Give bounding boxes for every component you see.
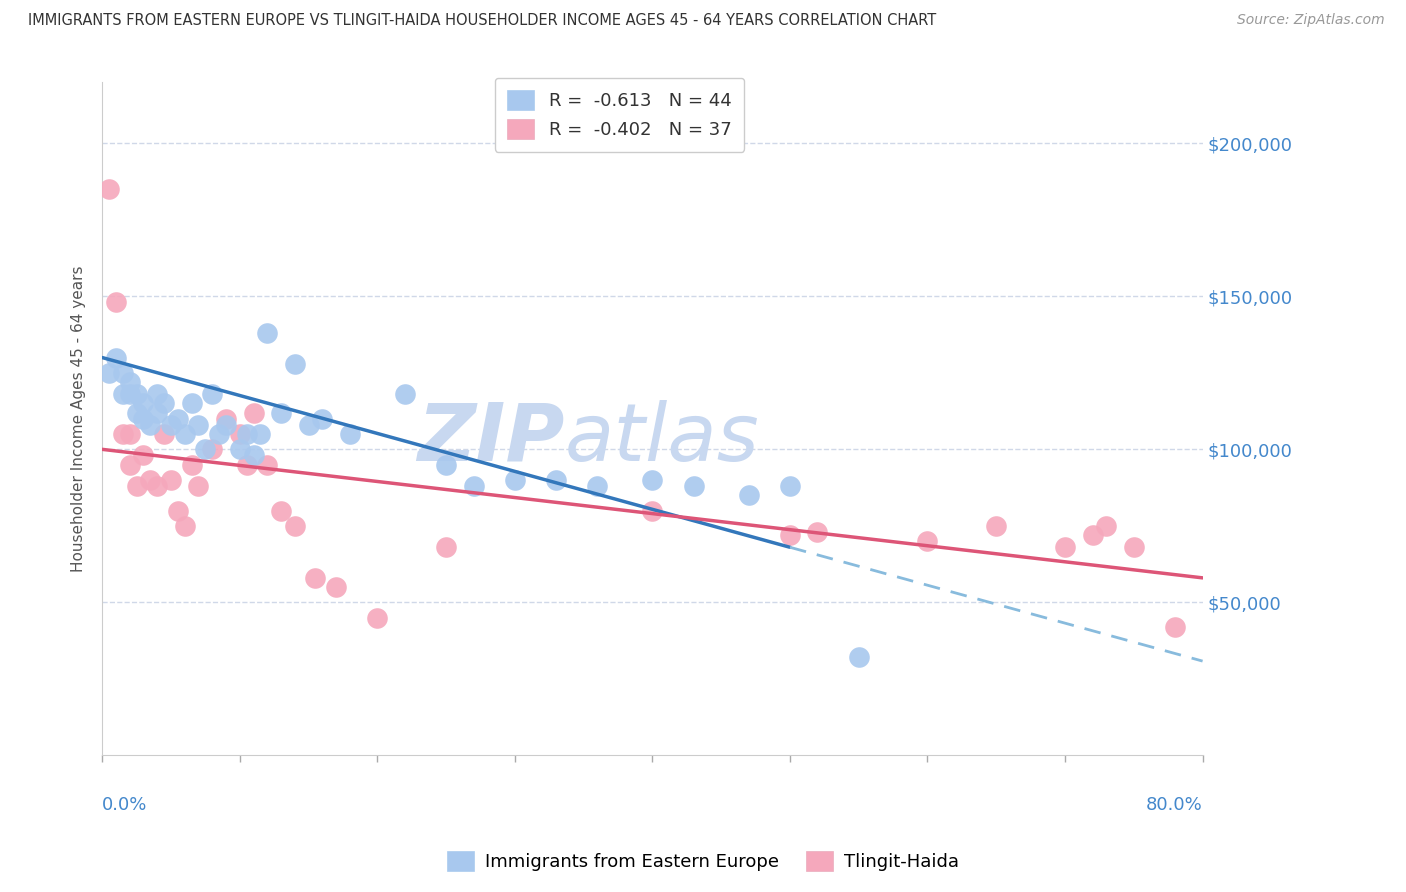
Point	[104, 351, 127, 365]
Point	[737, 488, 759, 502]
Point	[118, 427, 141, 442]
Point	[242, 406, 264, 420]
Point	[125, 406, 148, 420]
Text: 80.0%: 80.0%	[1146, 796, 1202, 814]
Point	[111, 427, 134, 442]
Point	[434, 541, 457, 555]
Point	[235, 458, 257, 472]
Point	[1122, 541, 1144, 555]
Point	[160, 473, 183, 487]
Point	[180, 458, 202, 472]
Point	[118, 387, 141, 401]
Point	[201, 387, 224, 401]
Point	[394, 387, 416, 401]
Text: Source: ZipAtlas.com: Source: ZipAtlas.com	[1237, 13, 1385, 28]
Point	[304, 571, 326, 585]
Point	[111, 387, 134, 401]
Point	[167, 503, 190, 517]
Point	[1081, 528, 1104, 542]
Point	[146, 406, 169, 420]
Point	[132, 396, 155, 410]
Point	[118, 458, 141, 472]
Point	[208, 427, 231, 442]
Point	[229, 442, 252, 457]
Point	[546, 473, 568, 487]
Point	[463, 479, 485, 493]
Point	[848, 650, 870, 665]
Point	[160, 417, 183, 432]
Point	[146, 479, 169, 493]
Point	[139, 417, 162, 432]
Point	[201, 442, 224, 457]
Point	[125, 479, 148, 493]
Point	[118, 375, 141, 389]
Point	[98, 366, 121, 380]
Point	[779, 528, 801, 542]
Point	[215, 411, 238, 425]
Point	[297, 417, 319, 432]
Point	[180, 396, 202, 410]
Point	[256, 458, 278, 472]
Point	[586, 479, 609, 493]
Point	[194, 442, 217, 457]
Point	[682, 479, 704, 493]
Point	[779, 479, 801, 493]
Point	[132, 449, 155, 463]
Point	[270, 406, 292, 420]
Text: IMMIGRANTS FROM EASTERN EUROPE VS TLINGIT-HAIDA HOUSEHOLDER INCOME AGES 45 - 64 : IMMIGRANTS FROM EASTERN EUROPE VS TLINGI…	[28, 13, 936, 29]
Point	[284, 519, 307, 533]
Point	[806, 524, 828, 539]
Point	[1054, 541, 1077, 555]
Point	[235, 427, 257, 442]
Point	[153, 427, 176, 442]
Y-axis label: Householder Income Ages 45 - 64 years: Householder Income Ages 45 - 64 years	[72, 266, 86, 572]
Point	[98, 182, 121, 196]
Point	[270, 503, 292, 517]
Text: atlas: atlas	[564, 400, 759, 478]
Point	[1095, 519, 1118, 533]
Point	[215, 417, 238, 432]
Point	[311, 411, 333, 425]
Point	[187, 479, 209, 493]
Point	[125, 387, 148, 401]
Point	[187, 417, 209, 432]
Point	[139, 473, 162, 487]
Point	[641, 473, 664, 487]
Point	[434, 458, 457, 472]
Point	[229, 427, 252, 442]
Point	[366, 610, 388, 624]
Text: 0.0%: 0.0%	[103, 796, 148, 814]
Point	[986, 519, 1008, 533]
Point	[503, 473, 526, 487]
Point	[153, 396, 176, 410]
Text: ZIP: ZIP	[418, 400, 564, 478]
Point	[111, 366, 134, 380]
Point	[641, 503, 664, 517]
Point	[256, 326, 278, 340]
Point	[284, 357, 307, 371]
Point	[325, 580, 347, 594]
Point	[249, 427, 271, 442]
Point	[1164, 620, 1187, 634]
Point	[173, 427, 195, 442]
Point	[917, 534, 939, 549]
Point	[104, 295, 127, 310]
Legend: Immigrants from Eastern Europe, Tlingit-Haida: Immigrants from Eastern Europe, Tlingit-…	[440, 844, 966, 879]
Point	[242, 449, 264, 463]
Point	[146, 387, 169, 401]
Legend: R =  -0.613   N = 44, R =  -0.402   N = 37: R = -0.613 N = 44, R = -0.402 N = 37	[495, 78, 744, 152]
Point	[173, 519, 195, 533]
Point	[132, 411, 155, 425]
Point	[167, 411, 190, 425]
Point	[339, 427, 361, 442]
